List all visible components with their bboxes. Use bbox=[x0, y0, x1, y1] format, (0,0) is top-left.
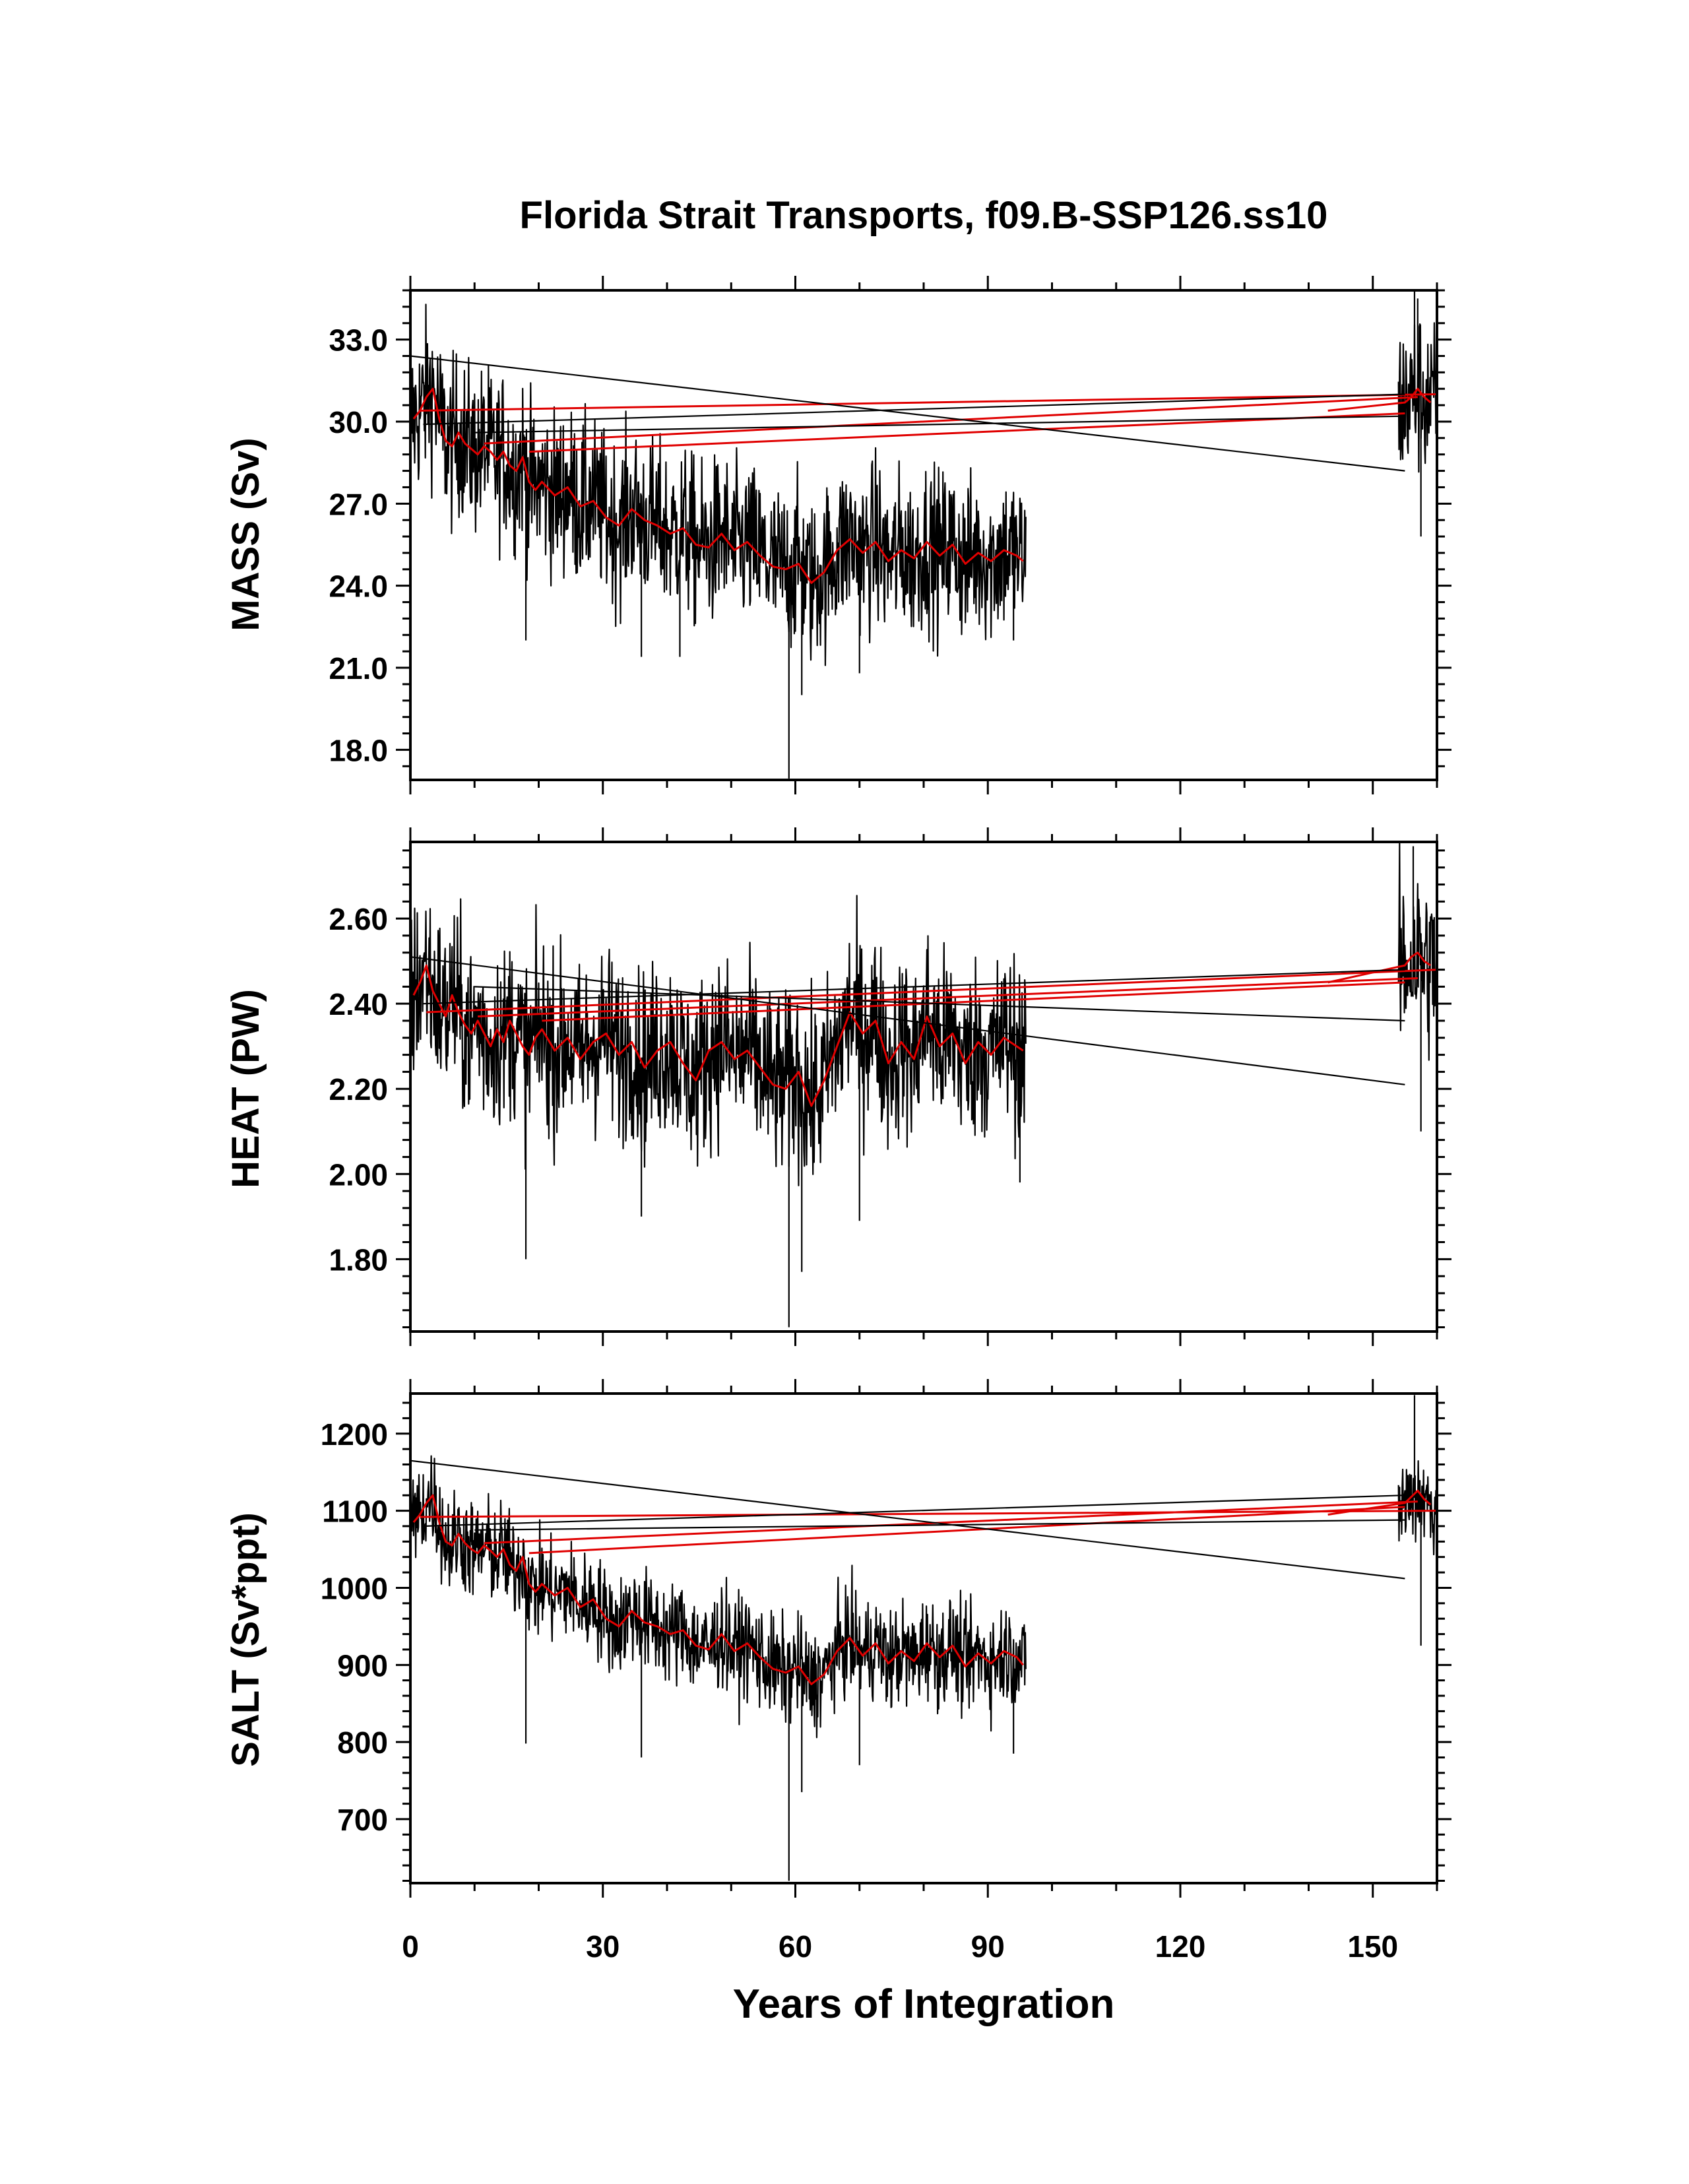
ytick-label-heat-0: 1.80 bbox=[329, 1242, 388, 1277]
ytick-label-mass-5: 33.0 bbox=[329, 323, 388, 358]
ytick-label-mass-1: 21.0 bbox=[329, 651, 388, 686]
ylabel-salt: SALT (Sv*ppt) bbox=[224, 1512, 267, 1767]
series-mass-4 bbox=[528, 412, 1405, 453]
panel-salt: 700 800 900 1000 1100 1200 bbox=[321, 1379, 1451, 1898]
series-salt-7 bbox=[474, 1519, 1405, 1531]
series-heat-2 bbox=[426, 969, 1437, 1013]
ytick-label-mass-4: 30.0 bbox=[329, 405, 388, 439]
xtick-label-2: 60 bbox=[779, 1929, 812, 1964]
ytick-label-salt-2: 900 bbox=[337, 1648, 388, 1683]
monthly-trace-restart-mass bbox=[1397, 322, 1437, 473]
series-mass-1 bbox=[1327, 387, 1432, 412]
series-salt-5 bbox=[410, 1460, 1405, 1580]
series-mass-2 bbox=[420, 393, 1437, 412]
plot-area-heat bbox=[410, 843, 1437, 1328]
monthly-trace-restart-heat bbox=[1397, 843, 1437, 1061]
series-salt-6 bbox=[423, 1494, 1405, 1527]
xtick-label-0: 0 bbox=[402, 1929, 419, 1964]
ytick-label-salt-3: 1000 bbox=[321, 1571, 388, 1605]
series-mass-0 bbox=[412, 387, 1024, 584]
series-salt-4 bbox=[528, 1506, 1405, 1555]
series-salt-2 bbox=[420, 1510, 1437, 1518]
ytick-label-mass-2: 24.0 bbox=[329, 569, 388, 604]
monthly-trace-heat bbox=[410, 895, 1027, 1186]
ytick-label-heat-4: 2.60 bbox=[329, 902, 388, 936]
xtick-label-4: 120 bbox=[1155, 1929, 1206, 1964]
x-axis-label: Years of Integration bbox=[733, 1981, 1115, 2027]
xtick-label-5: 150 bbox=[1347, 1929, 1398, 1964]
series-mass-3 bbox=[484, 396, 1418, 445]
series-heat-4 bbox=[542, 981, 1405, 1022]
series-salt-1 bbox=[1327, 1489, 1432, 1516]
series-mass-7 bbox=[474, 415, 1405, 434]
series-salt-0 bbox=[412, 1494, 1024, 1685]
x-tick-labels: 0 30 60 90 120 150 bbox=[402, 1929, 1398, 1964]
plot-area-salt bbox=[410, 1395, 1437, 1881]
ytick-label-salt-0: 700 bbox=[337, 1803, 388, 1837]
ytick-label-heat-1: 2.00 bbox=[329, 1157, 388, 1192]
ylabel-heat: HEAT (PW) bbox=[224, 989, 267, 1188]
monthly-trace-mass bbox=[410, 304, 1027, 666]
series-heat-1 bbox=[1327, 951, 1432, 984]
ytick-label-heat-3: 2.40 bbox=[329, 987, 388, 1021]
series-heat-5 bbox=[410, 956, 1405, 1085]
ylabel-mass: MASS (Sv) bbox=[224, 437, 267, 631]
ytick-label-heat-2: 2.20 bbox=[329, 1072, 388, 1107]
series-salt-3 bbox=[484, 1500, 1418, 1545]
series-heat-6 bbox=[423, 969, 1405, 1005]
plot-area-mass bbox=[410, 290, 1437, 779]
ytick-label-salt-1: 800 bbox=[337, 1725, 388, 1760]
monthly-trace-salt bbox=[410, 1455, 1027, 1739]
ytick-label-mass-0: 18.0 bbox=[329, 733, 388, 767]
ytick-label-salt-4: 1100 bbox=[322, 1494, 388, 1529]
ytick-label-salt-5: 1200 bbox=[321, 1417, 388, 1452]
series-mass-6 bbox=[423, 393, 1405, 426]
chart-title: Florida Strait Transports, f09.B-SSP126.… bbox=[520, 194, 1328, 237]
panel-mass: 18.0 21.0 24.0 27.0 30.0 33.0 bbox=[329, 276, 1451, 794]
panel-heat: 1.80 2.00 2.20 2.40 2.60 bbox=[329, 827, 1451, 1346]
series-heat-0 bbox=[412, 964, 1024, 1107]
ytick-label-mass-3: 27.0 bbox=[329, 487, 388, 521]
xtick-label-1: 30 bbox=[586, 1929, 620, 1964]
series-heat-7 bbox=[474, 986, 1405, 1022]
series-mass-5 bbox=[410, 355, 1405, 472]
series-heat-3 bbox=[478, 977, 1418, 1017]
xtick-label-3: 90 bbox=[971, 1929, 1005, 1964]
